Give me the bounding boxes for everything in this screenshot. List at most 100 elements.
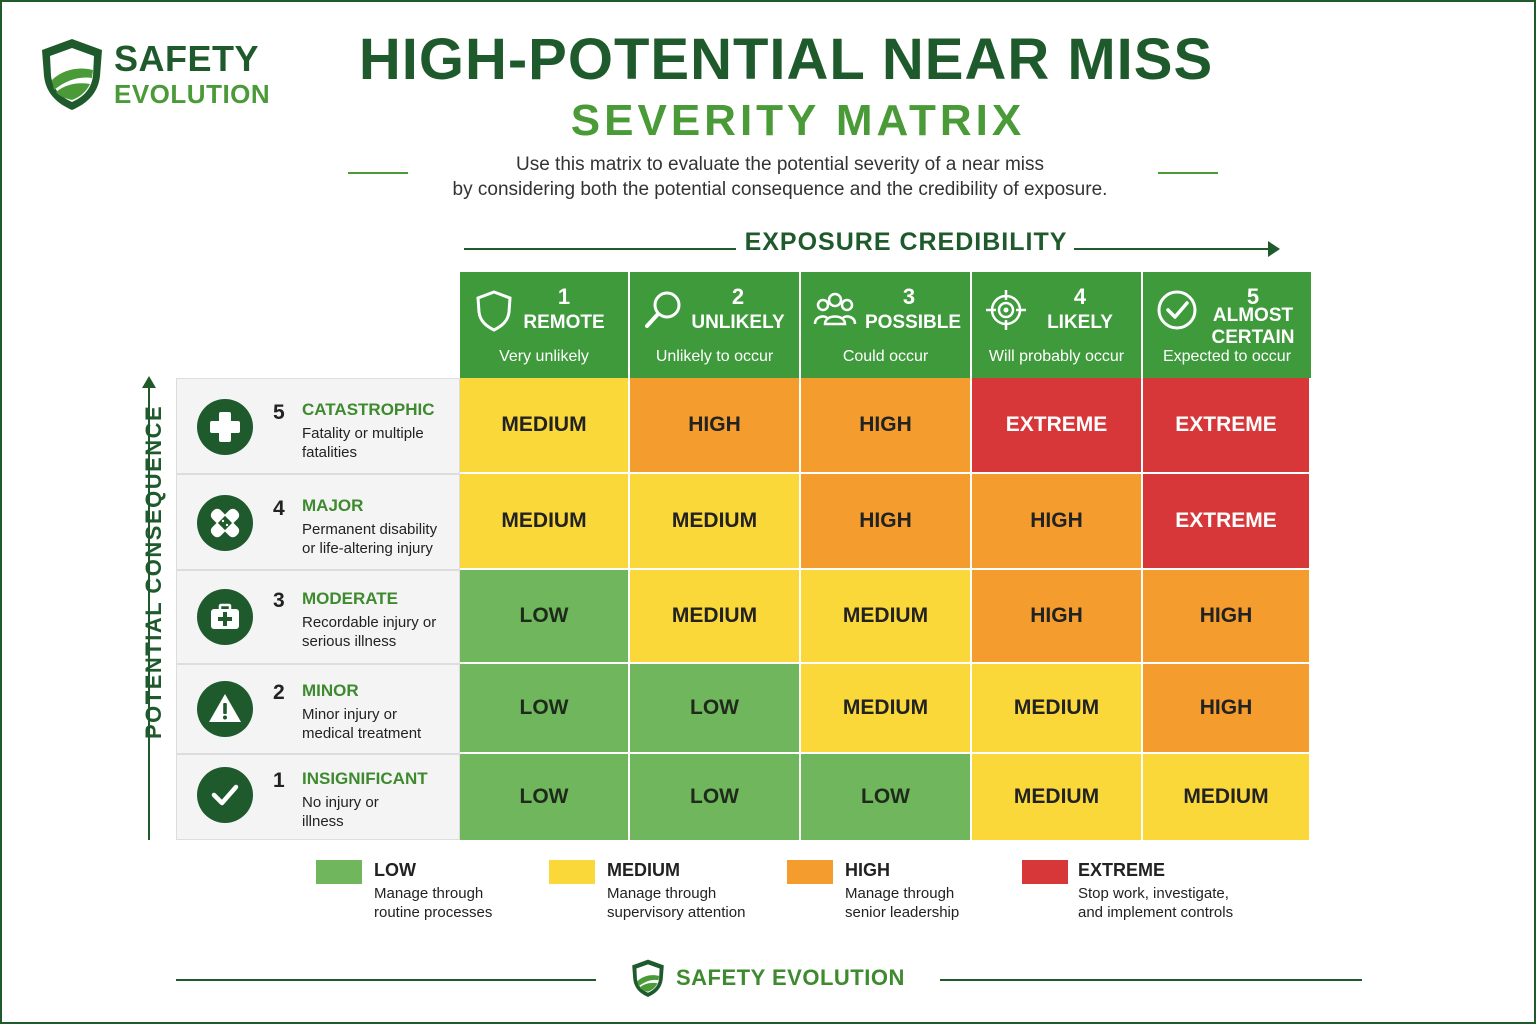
description-line2: by considering both the potential conseq…: [452, 179, 1108, 200]
desc-divider-left: [348, 172, 408, 174]
exposure-axis-line-left: [464, 248, 736, 250]
legend-name: EXTREME: [1078, 860, 1166, 880]
shield-icon: [42, 39, 102, 110]
column-label: LIKELY: [1047, 312, 1113, 333]
row-desc: No injury or illness: [302, 794, 379, 830]
matrix-cell: HIGH: [1143, 664, 1311, 754]
row-header-catastrophic: 5 CATASTROPHIC Fatality or multiple fata…: [176, 378, 460, 474]
column-number: 3: [902, 284, 916, 309]
warning-icon: [209, 694, 241, 722]
legend-desc: Manage through routine processes: [374, 885, 493, 921]
consequence-axis-line: [148, 384, 150, 840]
row-badge: [197, 681, 253, 737]
check-circle-icon: [1157, 290, 1197, 330]
legend-desc: Manage through supervisory attention: [607, 885, 746, 921]
footer-line-left: [176, 979, 596, 981]
medical-cross-icon: [210, 412, 240, 442]
legend-swatch: [787, 860, 833, 884]
legend-name: MEDIUM: [607, 860, 680, 880]
column-header-likely: 4 LIKELY Will probably occur: [972, 272, 1143, 378]
matrix-cell: MEDIUM: [801, 570, 972, 664]
column-number: 1: [557, 284, 571, 309]
legend-item-high: HIGH Manage through senior leadership: [787, 858, 1027, 928]
column-header-remote: 1 REMOTE Very unlikely: [460, 272, 630, 378]
legend-swatch: [1022, 860, 1068, 884]
crosshair-icon: [986, 290, 1026, 330]
first-aid-kit-icon: [211, 603, 239, 629]
description-line1: Use this matrix to evaluate the potentia…: [515, 154, 1045, 175]
page-subtitle: SEVERITY MATRIX: [570, 96, 1026, 145]
footer-line-right: [940, 979, 1362, 981]
matrix-cell: HIGH: [972, 570, 1143, 664]
page-title: HIGH-POTENTIAL NEAR MISS: [358, 27, 1214, 92]
legend-item-extreme: EXTREME Stop work, investigate, and impl…: [1022, 858, 1262, 928]
row-number: 3: [273, 589, 285, 612]
row-desc: Recordable injury or serious illness: [302, 614, 437, 650]
column-desc: Unlikely to occur: [655, 348, 774, 365]
column-number: 2: [731, 284, 745, 309]
legend-item-low: LOW Manage through routine processes: [316, 858, 556, 928]
matrix-cell: HIGH: [972, 474, 1143, 570]
row-desc: Fatality or multiple fatalities: [302, 425, 424, 461]
column-label-line1: ALMOST: [1212, 305, 1294, 326]
matrix-cell: MEDIUM: [801, 664, 972, 754]
column-label-line2: CERTAIN: [1211, 327, 1295, 348]
matrix-cell: LOW: [460, 754, 630, 840]
exposure-axis-line-right: [1074, 248, 1270, 250]
matrix-cell: LOW: [460, 664, 630, 754]
matrix-cell: MEDIUM: [460, 378, 630, 474]
row-header-moderate: 3 MODERATE Recordable injury or serious …: [176, 570, 460, 664]
matrix-cell: HIGH: [630, 378, 801, 474]
column-header-possible: 3 POSSIBLE Could occur: [801, 272, 972, 378]
legend-swatch: [549, 860, 595, 884]
row-desc: Minor injury or medical treatment: [302, 706, 422, 742]
magnifier-icon: [645, 291, 681, 328]
footer-logo: SAFETY EVOLUTION: [630, 958, 905, 998]
matrix-cell: MEDIUM: [972, 664, 1143, 754]
legend-name: LOW: [374, 860, 416, 880]
row-number: 2: [273, 681, 285, 704]
column-header-almost-certain: 5 ALMOST CERTAIN Expected to occur: [1143, 272, 1311, 378]
column-desc: Very unlikely: [499, 348, 589, 365]
row-name: MAJOR: [302, 496, 364, 515]
row-header-minor: 2 MINOR Minor injury or medical treatmen…: [176, 664, 460, 754]
exposure-axis: EXPOSURE CREDIBILITY: [464, 228, 1280, 258]
row-name: INSIGNIFICANT: [302, 769, 428, 788]
row-number: 1: [273, 769, 285, 792]
matrix-cell: EXTREME: [1143, 474, 1311, 570]
consequence-axis: POTENTIAL CONSEQUENCE: [108, 376, 168, 840]
column-desc: Expected to occur: [1162, 348, 1292, 365]
arrow-up-icon: [142, 376, 156, 388]
row-number: 5: [273, 401, 285, 424]
matrix-cell: LOW: [801, 754, 972, 840]
legend-name: HIGH: [845, 860, 890, 880]
row-badge: [197, 495, 253, 551]
matrix-cell: MEDIUM: [972, 754, 1143, 840]
row-desc: Permanent disability or life-altering in…: [302, 521, 438, 557]
column-number: 5: [1246, 284, 1260, 309]
matrix-cell: LOW: [630, 664, 801, 754]
legend-desc: Stop work, investigate, and implement co…: [1078, 885, 1234, 921]
exposure-axis-label: EXPOSURE CREDIBILITY: [744, 228, 1068, 256]
row-name: MINOR: [302, 681, 359, 700]
consequence-axis-label: POTENTIAL CONSEQUENCE: [141, 404, 166, 739]
people-group-icon: [813, 292, 857, 326]
matrix-cell: LOW: [460, 570, 630, 664]
legend-swatch: [316, 860, 362, 884]
matrix-cell: HIGH: [801, 378, 972, 474]
matrix-cell: HIGH: [801, 474, 972, 570]
description: Use this matrix to evaluate the potentia…: [410, 152, 1150, 202]
legend-desc: Manage through senior leadership: [845, 885, 960, 921]
column-label: REMOTE: [523, 312, 605, 333]
row-number: 4: [273, 497, 285, 520]
matrix-cell: HIGH: [1143, 570, 1311, 664]
row-name: CATASTROPHIC: [302, 400, 435, 419]
arrow-right-icon: [1268, 241, 1280, 257]
column-number: 4: [1073, 284, 1087, 309]
row-badge: [197, 767, 253, 823]
matrix-cell: EXTREME: [972, 378, 1143, 474]
shield-outline-icon: [476, 290, 512, 332]
column-header-unlikely: 2 UNLIKELY Unlikely to occur: [630, 272, 801, 378]
logo-line2: EVOLUTION: [114, 79, 271, 109]
